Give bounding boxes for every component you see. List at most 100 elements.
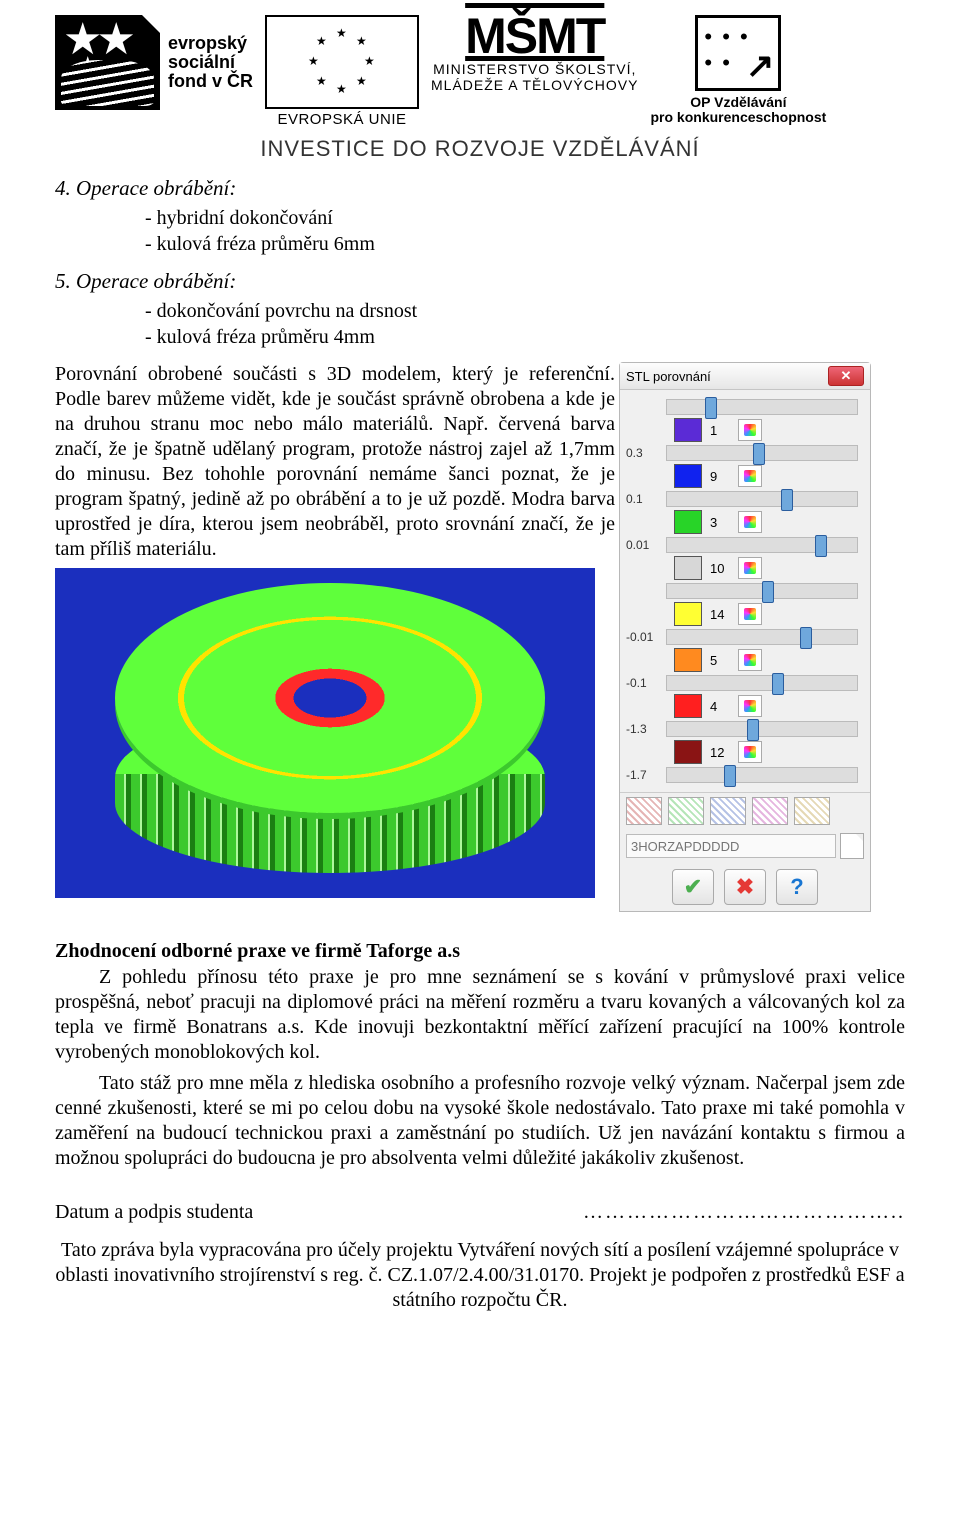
swatch-count: 14	[710, 607, 730, 622]
swatch-row: 4	[674, 694, 864, 718]
swatch-count: 3	[710, 515, 730, 530]
slider-track[interactable]	[666, 767, 858, 783]
slider-track[interactable]	[666, 445, 858, 461]
swatch-count: 4	[710, 699, 730, 714]
slider-label: 0.3	[626, 446, 660, 460]
palette-icon[interactable]	[738, 557, 762, 579]
swatch-row: 9	[674, 464, 864, 488]
slider-row: 0.1	[626, 491, 864, 507]
signature-label: Datum a podpis studenta	[55, 1201, 253, 1224]
hatch-row	[620, 792, 870, 829]
slider-track[interactable]	[666, 399, 858, 415]
cancel-button[interactable]: ✖	[724, 869, 766, 905]
evaluation-heading: Zhodnocení odborné praxe ve firmě Taforg…	[55, 940, 905, 963]
panel-title: STL porovnání	[626, 369, 711, 384]
op4-item: hybridní dokončování	[145, 205, 905, 231]
ok-button[interactable]: ✔	[672, 869, 714, 905]
op5-title: 5. Operace obrábění:	[55, 269, 905, 294]
op4-item: kulová fréza průměru 6mm	[145, 231, 905, 257]
swatch-count: 12	[710, 745, 730, 760]
footer-note: Tato zpráva byla vypracována pro účely p…	[55, 1238, 905, 1313]
op4-title: 4. Operace obrábění:	[55, 176, 905, 201]
slider-label: 0.01	[626, 538, 660, 552]
slider-track[interactable]	[666, 583, 858, 599]
stl-comparison-panel: STL porovnání ✕ 1 0.3 9 0.1 3 0.01 10 14 -0.01 5 -…	[619, 362, 871, 912]
opvk-logo: • • •• • OP Vzdělávání pro konkurencesch…	[650, 15, 826, 125]
slider-track[interactable]	[666, 629, 858, 645]
swatch-row: 3	[674, 510, 864, 534]
msmt-logo: MŠMT MINISTERSTVO ŠKOLSTVÍ, MLÁDEŽE A TĚ…	[431, 15, 638, 93]
slider-label: -0.01	[626, 630, 660, 644]
document-icon[interactable]	[840, 833, 864, 859]
slider-row	[626, 399, 864, 415]
eu-label: EVROPSKÁ UNIE	[265, 111, 419, 128]
color-swatch[interactable]	[674, 464, 702, 488]
close-icon[interactable]: ✕	[828, 366, 864, 386]
slider-row: -1.7	[626, 767, 864, 783]
hatch-swatch[interactable]	[710, 797, 746, 825]
evaluation-p1: Z pohledu přínosu této praxe je pro mne …	[55, 965, 905, 1065]
swatch-row: 12	[674, 740, 864, 764]
color-swatch[interactable]	[674, 694, 702, 718]
hatch-swatch[interactable]	[626, 797, 662, 825]
slider-row: -1.3	[626, 721, 864, 737]
slider-row: -0.1	[626, 675, 864, 691]
slider-label: -0.1	[626, 676, 660, 690]
hatch-swatch[interactable]	[752, 797, 788, 825]
slider-row: 0.3	[626, 445, 864, 461]
slider-row: -0.01	[626, 629, 864, 645]
opvk-icon: • • •• •	[695, 15, 781, 91]
palette-icon[interactable]	[738, 603, 762, 625]
swatch-count: 9	[710, 469, 730, 484]
slider-track[interactable]	[666, 721, 858, 737]
swatch-count: 10	[710, 561, 730, 576]
panel-text-input[interactable]	[626, 834, 836, 858]
hatch-swatch[interactable]	[794, 797, 830, 825]
slider-row	[626, 583, 864, 599]
eu-flag-icon: ★★ ★★ ★★ ★★	[265, 15, 419, 109]
palette-icon[interactable]	[738, 649, 762, 671]
funding-logos-header: ★★ ★ evropský sociální fond v ČR ★★ ★★ ★…	[55, 10, 905, 128]
color-swatch[interactable]	[674, 602, 702, 626]
op5-item: kulová fréza průměru 4mm	[145, 324, 905, 350]
slider-row: 0.01	[626, 537, 864, 553]
help-button[interactable]: ?	[776, 869, 818, 905]
hatch-swatch[interactable]	[668, 797, 704, 825]
op4-bullets: hybridní dokončování kulová fréza průměr…	[145, 205, 905, 257]
eu-logo: ★★ ★★ ★★ ★★ EVROPSKÁ UNIE	[265, 15, 419, 128]
swatch-row: 10	[674, 556, 864, 580]
palette-icon[interactable]	[738, 419, 762, 441]
evaluation-p2: Tato stáž pro mne měla z hlediska osobní…	[55, 1071, 905, 1171]
swatch-count: 1	[710, 423, 730, 438]
slider-label: -1.7	[626, 768, 660, 782]
palette-icon[interactable]	[738, 511, 762, 533]
color-swatch[interactable]	[674, 648, 702, 672]
color-swatch[interactable]	[674, 556, 702, 580]
palette-icon[interactable]	[738, 695, 762, 717]
swatch-row: 14	[674, 602, 864, 626]
color-swatch[interactable]	[674, 418, 702, 442]
color-swatch[interactable]	[674, 510, 702, 534]
panel-header: STL porovnání ✕	[620, 363, 870, 390]
opvk-line1: OP Vzdělávání	[650, 95, 826, 110]
msmt-line2: MLÁDEŽE A TĚLOVÝCHOVY	[431, 77, 638, 93]
invest-slogan: INVESTICE DO ROZVOJE VZDĚLÁVÁNÍ	[55, 136, 905, 162]
swatch-row: 5	[674, 648, 864, 672]
esf-logo: ★★ ★ evropský sociální fond v ČR	[55, 15, 253, 110]
color-swatch[interactable]	[674, 740, 702, 764]
slider-track[interactable]	[666, 675, 858, 691]
esf-flag-icon: ★★ ★	[55, 15, 160, 110]
palette-icon[interactable]	[738, 465, 762, 487]
3d-render-image	[55, 568, 595, 898]
signature-row: Datum a podpis studenta ……………………………………..	[55, 1201, 905, 1224]
msmt-line1: MINISTERSTVO ŠKOLSTVÍ,	[431, 61, 638, 77]
slider-track[interactable]	[666, 491, 858, 507]
esf-text: evropský sociální fond v ČR	[168, 34, 253, 91]
msmt-monogram: MŠMT	[431, 15, 638, 57]
swatch-count: 5	[710, 653, 730, 668]
slider-track[interactable]	[666, 537, 858, 553]
signature-dots: ……………………………………..	[583, 1201, 905, 1224]
palette-icon[interactable]	[738, 741, 762, 763]
opvk-line2: pro konkurenceschopnost	[650, 110, 826, 125]
op5-item: dokončování povrchu na drsnost	[145, 298, 905, 324]
